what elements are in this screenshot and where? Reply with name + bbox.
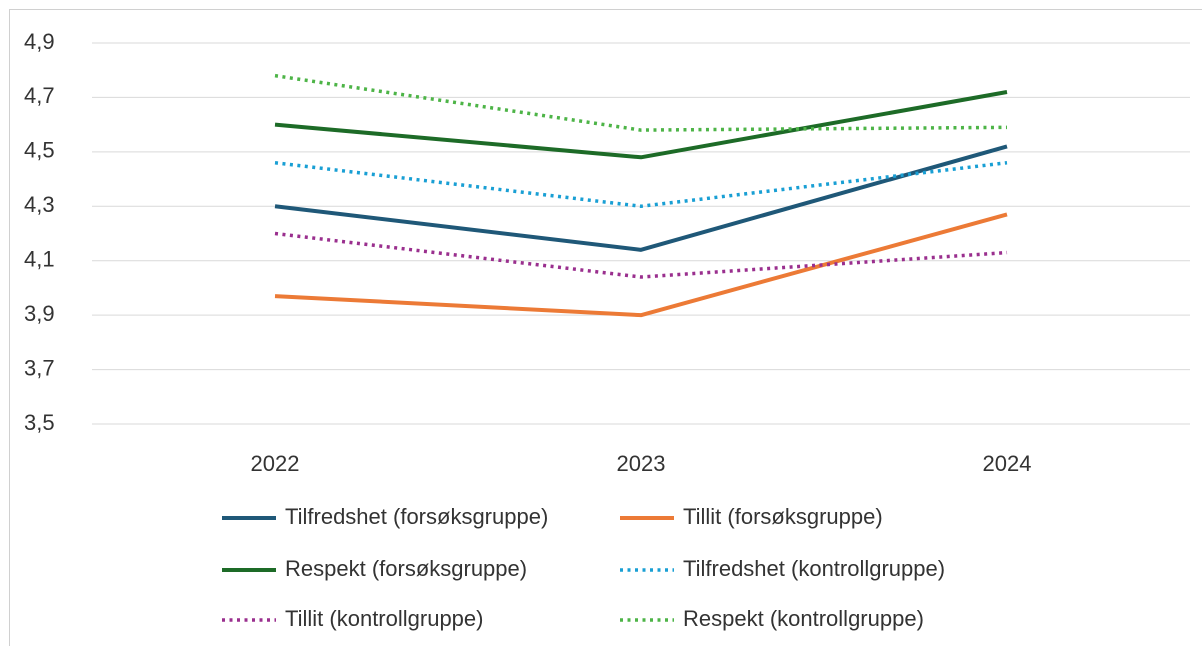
y-tick-label: 3,9 xyxy=(24,301,55,326)
legend-label: Tillit (kontrollgruppe) xyxy=(285,606,483,631)
line-series xyxy=(274,161,1008,209)
x-tick-label: 2022 xyxy=(251,451,300,476)
y-tick-label: 4,5 xyxy=(24,138,55,163)
y-tick-label: 4,1 xyxy=(24,247,55,272)
y-tick-label: 4,7 xyxy=(24,83,55,108)
y-tick-label: 4,3 xyxy=(24,192,55,217)
legend-label: Tilfredshet (kontrollgruppe) xyxy=(683,556,945,581)
legend-label: Tillit (forsøksgruppe) xyxy=(683,504,883,529)
y-tick-label: 3,5 xyxy=(24,410,55,435)
legend-label: Respekt (kontrollgruppe) xyxy=(683,606,924,631)
legend-label: Tilfredshet (forsøksgruppe) xyxy=(285,504,548,529)
y-tick-label: 3,7 xyxy=(24,355,55,380)
line-series xyxy=(274,144,1008,252)
line-series xyxy=(274,212,1008,318)
x-tick-label: 2023 xyxy=(617,451,666,476)
line-series xyxy=(274,90,1008,160)
chart-frame xyxy=(9,9,1202,646)
y-tick-label: 4,9 xyxy=(24,29,55,54)
line-series xyxy=(274,231,1008,279)
line-series xyxy=(274,73,1008,132)
legend-label: Respekt (forsøksgruppe) xyxy=(285,556,527,581)
x-tick-label: 2024 xyxy=(983,451,1032,476)
